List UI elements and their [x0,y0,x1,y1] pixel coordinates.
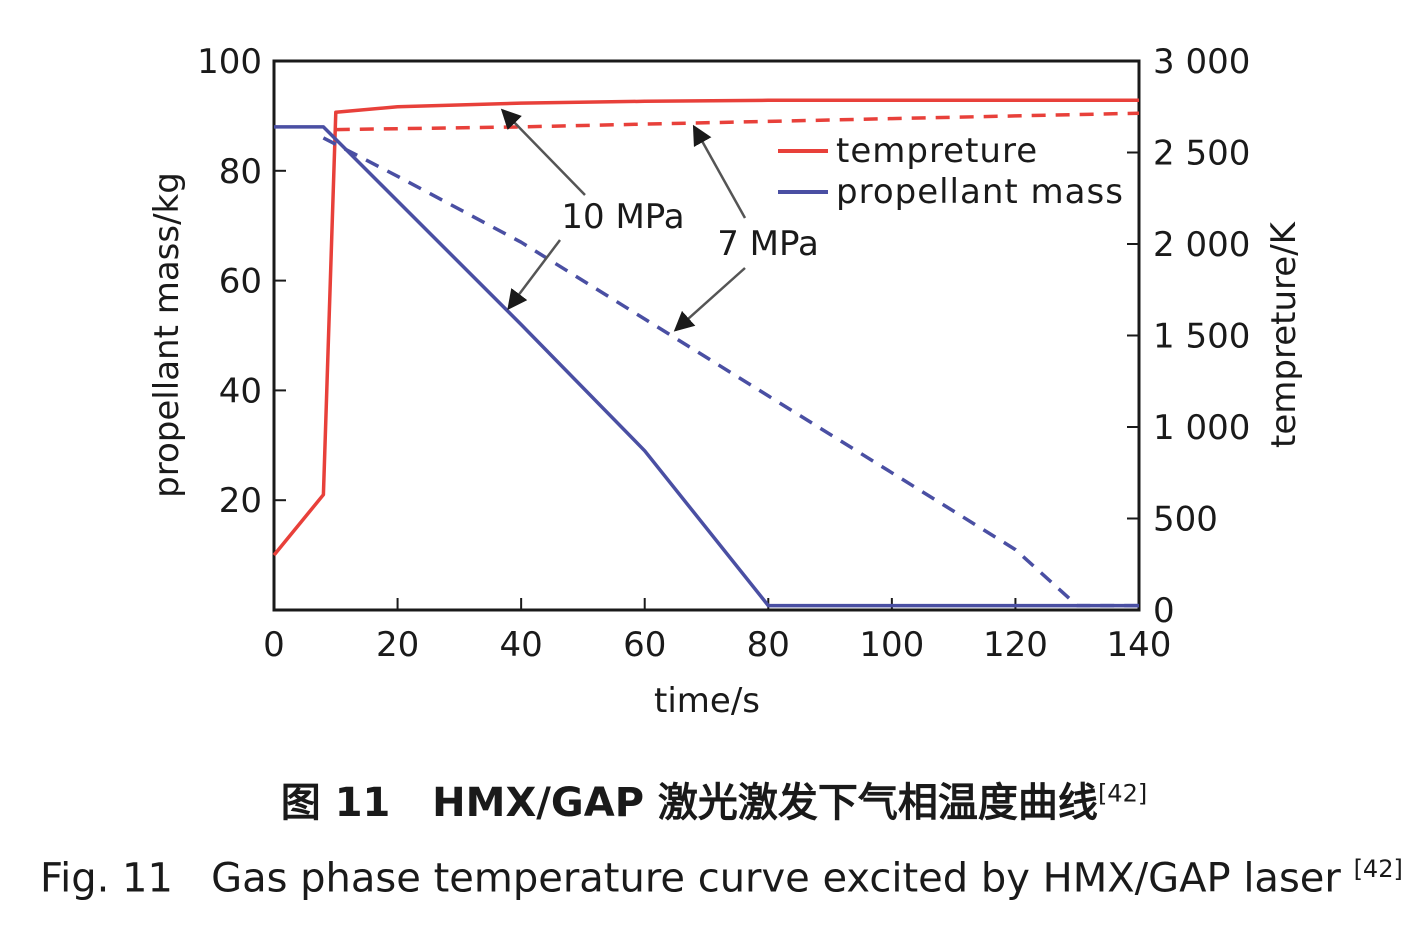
left-y-axis-title: propellant mass/kg [147,172,187,498]
annotation-arrow [500,108,586,196]
y-left-tick-label: 20 [219,481,262,521]
x-tick-label: 60 [623,625,666,665]
caption-chinese: 图 11 HMX/GAP 激光激发下气相温度曲线[42] [0,770,1428,828]
y-right-tick-label: 1 500 [1153,317,1250,357]
x-tick-label: 20 [376,625,419,665]
y-left-tick-label: 100 [197,42,262,82]
x-tick-label: 140 [1107,625,1172,665]
series-lines [272,98,1140,608]
annotation-arrow [507,239,561,311]
y-left-tick-label: 60 [219,262,262,302]
caption-cn-title: HMX/GAP 激光激发下气相温度曲线 [432,780,1098,826]
annotations: 10 MPa 7 MPa [500,108,819,332]
y-right-tick-label: 1 000 [1153,408,1250,448]
caption-en-ref: [42] [1353,855,1403,883]
x-tick-label: 100 [859,625,924,665]
y-right-tick-label: 0 [1153,591,1175,631]
legend-label: tempreture [836,131,1038,171]
x-tick-label: 0 [263,625,285,665]
y-right-tick-label: 2 500 [1153,134,1250,174]
caption-en-title: Gas phase temperature curve excited by H… [211,855,1341,902]
x-tick-label: 120 [983,625,1048,665]
series-temperature-7mpa-line [335,111,1140,132]
y-right-tick-label: 500 [1153,500,1218,540]
series-temperature-10mpa-line [272,98,1139,557]
y-right-tick-label: 3 000 [1153,42,1250,82]
caption-cn-prefix: 图 11 [280,780,391,826]
x-tick-label: 80 [747,625,790,665]
caption-cn-ref: [42] [1097,779,1148,808]
y-left-tick-label: 40 [219,371,262,411]
x-tick-label: 40 [500,625,543,665]
annotation-arrow [692,124,747,219]
annotation-label: 7 MPa [717,224,819,264]
annotation-label: 10 MPa [561,197,684,237]
y-right-tick-label: 2 000 [1153,225,1250,265]
caption-english: Fig. 11 Gas phase temperature curve exci… [40,855,1403,901]
x-axis-title: time/s [654,681,760,721]
legend-label: propellant mass [836,172,1124,212]
series-mass-10mpa-line [274,125,1139,608]
series-mass-7mpa-line [322,136,1139,608]
y-left-tick-label: 80 [219,152,262,192]
annotation-arrow [673,267,746,332]
caption-en-prefix: Fig. 11 [40,855,173,902]
right-y-axis-title: tempreture/K [1264,220,1304,448]
